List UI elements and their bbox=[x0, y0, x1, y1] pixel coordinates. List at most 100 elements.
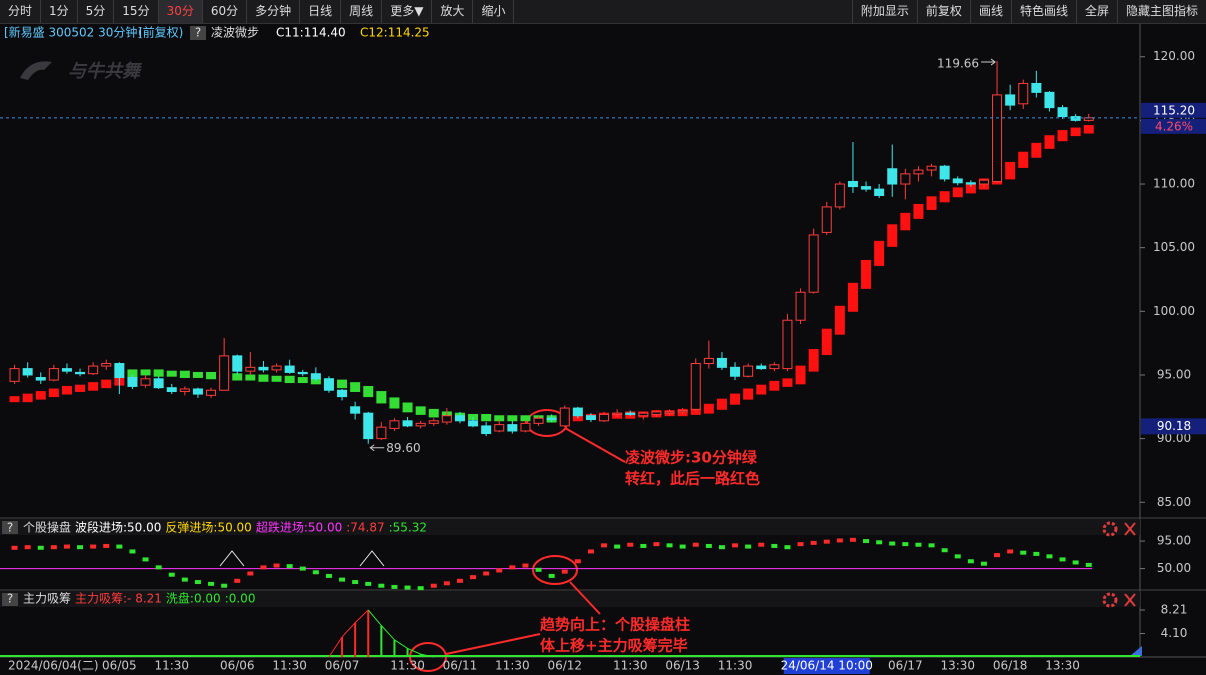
x-tick-label: 06/06 bbox=[220, 659, 255, 673]
indicator-block bbox=[900, 212, 911, 231]
indicator-block bbox=[926, 196, 937, 210]
dot bbox=[640, 543, 647, 548]
toolbar-button[interactable]: 15分 bbox=[114, 0, 159, 23]
candle-body bbox=[481, 425, 492, 435]
help-box[interactable] bbox=[2, 521, 18, 534]
toolbar-button[interactable]: 多分钟 bbox=[247, 0, 301, 23]
watermark: 与牛共舞 bbox=[68, 61, 143, 82]
toolbar-button[interactable]: 60分 bbox=[203, 0, 248, 23]
candle-body bbox=[1005, 94, 1016, 106]
toolbar-button[interactable]: 隐藏主图指标 bbox=[1116, 0, 1206, 23]
candle-body bbox=[677, 410, 688, 413]
toolbar-button[interactable]: 画线 bbox=[969, 0, 1011, 23]
candle-body bbox=[716, 357, 727, 368]
adjust: (前复权) bbox=[138, 25, 183, 40]
panel-controls[interactable] bbox=[1102, 521, 1142, 656]
settings-icon[interactable] bbox=[1102, 521, 1118, 537]
candle-body bbox=[166, 387, 177, 393]
candle-body bbox=[454, 415, 465, 422]
dot bbox=[378, 583, 385, 588]
dot bbox=[718, 545, 725, 550]
settings-icon[interactable] bbox=[1102, 592, 1118, 608]
toolbar-button[interactable]: 放大 bbox=[432, 0, 474, 23]
min-label: 89.60 bbox=[386, 441, 420, 455]
candle-body bbox=[88, 365, 99, 375]
indicator-block bbox=[756, 384, 767, 395]
legend-item: C11:114.40 bbox=[276, 26, 346, 40]
dot bbox=[116, 544, 123, 549]
candle-body bbox=[926, 165, 937, 171]
last-price-box bbox=[1141, 102, 1206, 118]
indicator-block bbox=[415, 406, 426, 415]
indicator-block bbox=[101, 379, 112, 389]
candle-body bbox=[153, 378, 164, 389]
toolbar-button[interactable]: 1分 bbox=[41, 0, 78, 23]
toolbar-button[interactable]: 前复权 bbox=[916, 0, 970, 23]
dot bbox=[168, 572, 175, 577]
dot bbox=[273, 563, 280, 568]
dot bbox=[77, 545, 84, 550]
legend-item: 超跌进场:50.00 bbox=[256, 520, 342, 535]
candle-body bbox=[795, 291, 806, 321]
candle-body bbox=[992, 94, 1003, 182]
candle-body bbox=[428, 420, 439, 424]
toolbar-button[interactable]: 缩小 bbox=[473, 0, 515, 23]
x-tick-label: 11:30 bbox=[272, 659, 307, 673]
toolbar-button[interactable]: 附加显示 bbox=[851, 0, 917, 23]
indicator-block bbox=[887, 224, 898, 247]
legend-item: 波段进场:50.00 bbox=[75, 520, 161, 535]
dot bbox=[1020, 550, 1027, 555]
dot bbox=[50, 545, 57, 550]
x-tick-label: 11:30 bbox=[495, 659, 530, 673]
y-tick-label: 100.00 bbox=[1153, 304, 1195, 318]
candle-body bbox=[743, 365, 754, 377]
indicator-block bbox=[481, 413, 492, 422]
help-box[interactable] bbox=[190, 26, 206, 40]
dot bbox=[902, 542, 909, 547]
candle-body bbox=[61, 368, 72, 372]
toolbar-button[interactable]: 5分 bbox=[78, 0, 115, 23]
panel-header bbox=[0, 591, 1140, 607]
help[interactable]: ? bbox=[195, 26, 201, 40]
indicator-block bbox=[952, 187, 963, 198]
candle-body bbox=[703, 357, 714, 365]
toolbar-button[interactable]: 分时 bbox=[0, 0, 42, 23]
change: 4.26% bbox=[1155, 119, 1193, 133]
highlight-ellipse bbox=[532, 555, 578, 585]
indicator-block bbox=[140, 369, 151, 376]
corner-icon[interactable] bbox=[1130, 646, 1142, 656]
dot bbox=[522, 563, 529, 568]
toolbar-button[interactable]: 特色画线 bbox=[1010, 0, 1076, 23]
x-tick-label: 06/18 bbox=[993, 659, 1028, 673]
toolbar-button[interactable]: 30分 bbox=[158, 0, 203, 23]
legend-item: 洗盘:0.00 bbox=[166, 591, 221, 606]
indicator-block bbox=[939, 191, 950, 203]
help-box[interactable] bbox=[2, 593, 18, 606]
toolbar-button[interactable]: 更多▼ bbox=[382, 0, 433, 23]
stem-link bbox=[328, 636, 343, 658]
candle-body bbox=[664, 411, 675, 414]
x-tick-label: 06/12 bbox=[547, 659, 582, 673]
candle-body bbox=[1057, 107, 1068, 118]
stem-link bbox=[341, 622, 356, 638]
watermark-logo bbox=[20, 61, 52, 80]
indicator-block bbox=[690, 407, 701, 415]
toolbar-button[interactable]: 日线 bbox=[300, 0, 342, 23]
indicator-block bbox=[821, 328, 832, 356]
close-icon[interactable] bbox=[1124, 522, 1136, 536]
x-tick-label: 13:30 bbox=[1045, 659, 1080, 673]
indicator-block bbox=[520, 415, 531, 422]
legend-item: 反弹进场:50.00 bbox=[165, 521, 251, 535]
indicator-block bbox=[245, 374, 256, 381]
dot bbox=[771, 543, 778, 548]
candle-body bbox=[376, 426, 387, 440]
x-tick-label: 2024/06/04(二) bbox=[8, 659, 99, 673]
indicator-block bbox=[1005, 161, 1016, 180]
toolbar-button[interactable]: 周线 bbox=[341, 0, 383, 23]
close-icon[interactable] bbox=[1124, 593, 1136, 607]
candle-body bbox=[179, 388, 190, 393]
legend-item: :55.32 bbox=[389, 521, 427, 535]
toolbar-button[interactable]: 全屏 bbox=[1075, 0, 1117, 23]
dot bbox=[247, 571, 254, 576]
y-tick-label: 4.10 bbox=[1161, 626, 1188, 640]
